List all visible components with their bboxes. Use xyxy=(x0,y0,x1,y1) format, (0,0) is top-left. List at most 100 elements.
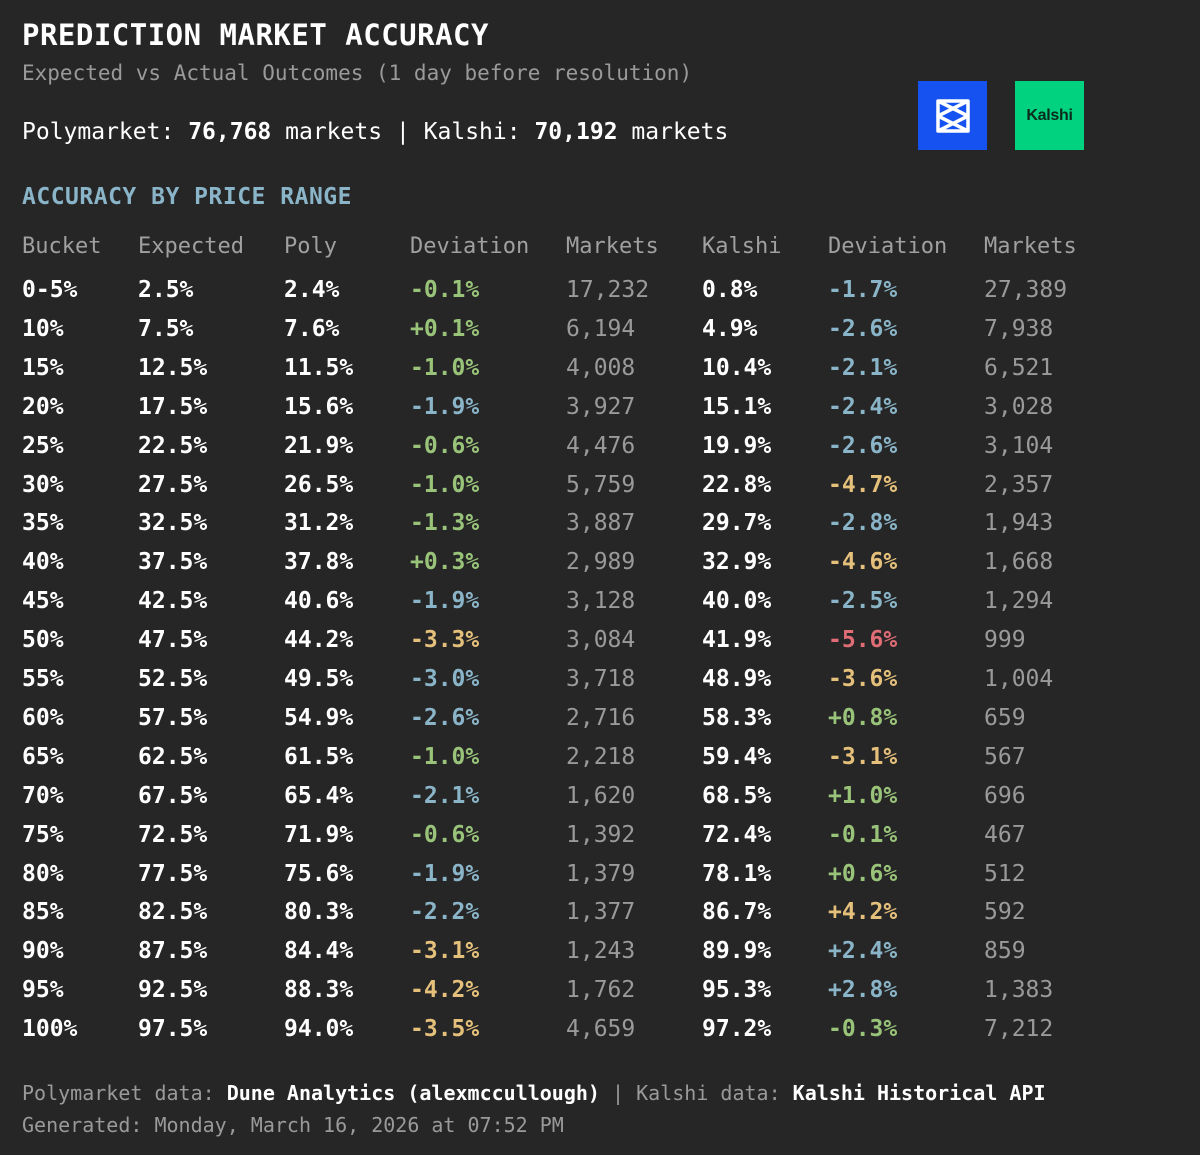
row-expected: 7.5% xyxy=(138,315,194,342)
row-kalshi: 59.4% xyxy=(702,743,772,770)
row-bucket: 60% xyxy=(22,704,64,731)
table-row: 85% 82.5% 80.3% -2.2% 1,377 86.7% +4.2% 592 xyxy=(0,897,1200,936)
row-poly-deviation: -1.9% xyxy=(410,860,480,887)
kalshi-source: Kalshi Historical API xyxy=(792,1081,1046,1105)
row-kalshi-markets: 859 xyxy=(984,938,1026,965)
poly-source-label: Polymarket data: xyxy=(22,1081,215,1105)
row-kalshi-deviation: -4.6% xyxy=(828,549,898,576)
row-expected: 92.5% xyxy=(138,977,208,1004)
row-kalshi: 72.4% xyxy=(702,821,772,848)
row-expected: 27.5% xyxy=(138,471,208,498)
row-bucket: 90% xyxy=(22,938,64,965)
row-expected: 97.5% xyxy=(138,1016,208,1043)
row-expected: 17.5% xyxy=(138,393,208,420)
table-row: 60% 57.5% 54.9% -2.6% 2,716 58.3% +0.8% 659 xyxy=(0,703,1200,742)
table-row: 75% 72.5% 71.9% -0.6% 1,392 72.4% -0.1% 467 xyxy=(0,820,1200,859)
row-poly: 44.2% xyxy=(284,627,354,654)
col-kalshi-deviation: Deviation xyxy=(828,234,948,259)
table-row: 100% 97.5% 94.0% -3.5% 4,659 97.2% -0.3% 7,212 xyxy=(0,1014,1200,1053)
row-poly-markets: 4,476 xyxy=(566,432,636,459)
polymarket-logo-icon xyxy=(935,98,970,133)
row-kalshi-deviation: +2.4% xyxy=(828,938,898,965)
row-bucket: 45% xyxy=(22,588,64,615)
row-poly: 11.5% xyxy=(284,354,354,381)
row-poly-markets: 2,218 xyxy=(566,743,636,770)
row-bucket: 0-5% xyxy=(22,277,78,303)
row-kalshi: 22.8% xyxy=(702,471,772,498)
row-poly-deviation: -1.3% xyxy=(410,510,480,537)
row-kalshi-deviation: +2.8% xyxy=(828,977,898,1004)
table-row: 50% 47.5% 44.2% -3.3% 3,084 41.9% -5.6% 999 xyxy=(0,625,1200,664)
page-title: PREDICTION MARKET ACCURACY xyxy=(22,18,489,52)
row-kalshi: 89.9% xyxy=(702,938,772,965)
row-kalshi-deviation: -4.7% xyxy=(828,471,898,498)
row-poly-deviation: -1.0% xyxy=(410,354,480,381)
row-expected: 22.5% xyxy=(138,432,208,459)
row-poly-deviation: -4.2% xyxy=(410,977,480,1004)
table-row: 0-5% 2.5% 2.4% -0.1% 17,232 0.8% -1.7% 27,389 xyxy=(0,275,1200,314)
row-bucket: 40% xyxy=(22,549,64,576)
row-poly: 54.9% xyxy=(284,704,354,731)
row-poly: 7.6% xyxy=(284,315,340,342)
row-kalshi-deviation: -2.5% xyxy=(828,588,898,615)
row-poly: 21.9% xyxy=(284,432,354,459)
row-kalshi: 58.3% xyxy=(702,704,772,731)
row-kalshi-deviation: -5.6% xyxy=(828,627,898,654)
row-poly: 61.5% xyxy=(284,743,354,770)
row-poly: 37.8% xyxy=(284,549,354,576)
row-kalshi-deviation: -1.7% xyxy=(828,277,898,303)
col-bucket: Bucket xyxy=(22,234,102,259)
poly-source: Dune Analytics (alexmccullough) xyxy=(226,1081,600,1105)
row-poly-markets: 1,392 xyxy=(566,821,636,848)
table-row: 30% 27.5% 26.5% -1.0% 5,759 22.8% -4.7% 2,357 xyxy=(0,470,1200,509)
row-kalshi-deviation: -0.3% xyxy=(828,1016,898,1043)
table-row: 25% 22.5% 21.9% -0.6% 4,476 19.9% -2.6% 3,104 xyxy=(0,431,1200,470)
row-expected: 2.5% xyxy=(138,277,194,303)
row-kalshi-markets: 696 xyxy=(984,782,1026,809)
row-kalshi-deviation: -2.6% xyxy=(828,432,898,459)
col-kalshi: Kalshi xyxy=(702,234,782,259)
row-poly: 2.4% xyxy=(284,277,340,303)
row-bucket: 80% xyxy=(22,860,64,887)
row-bucket: 100% xyxy=(22,1016,78,1043)
row-bucket: 95% xyxy=(22,977,64,1004)
counts-separator: | xyxy=(395,119,410,145)
row-expected: 62.5% xyxy=(138,743,208,770)
row-poly-markets: 1,243 xyxy=(566,938,636,965)
row-expected: 52.5% xyxy=(138,666,208,692)
row-kalshi-deviation: -3.1% xyxy=(828,743,898,770)
row-expected: 32.5% xyxy=(138,510,208,537)
kalshi-count-label: Kalshi: xyxy=(423,119,521,145)
row-kalshi-deviation: -3.6% xyxy=(828,666,898,692)
row-poly-markets: 3,084 xyxy=(566,627,636,654)
row-poly-markets: 2,989 xyxy=(566,549,636,576)
row-kalshi-markets: 567 xyxy=(984,743,1026,770)
table-row: 80% 77.5% 75.6% -1.9% 1,379 78.1% +0.6% 512 xyxy=(0,859,1200,898)
row-kalshi: 15.1% xyxy=(702,393,772,420)
row-poly-deviation: -2.1% xyxy=(410,782,480,809)
row-kalshi-markets: 7,938 xyxy=(984,315,1054,342)
row-poly-markets: 4,659 xyxy=(566,1016,636,1043)
table-row: 10% 7.5% 7.6% +0.1% 6,194 4.9% -2.6% 7,938 xyxy=(0,314,1200,353)
row-kalshi: 41.9% xyxy=(702,627,772,654)
row-poly-markets: 3,887 xyxy=(566,510,636,537)
row-expected: 77.5% xyxy=(138,860,208,887)
row-kalshi-markets: 3,028 xyxy=(984,393,1054,420)
row-poly-markets: 1,379 xyxy=(566,860,636,887)
row-kalshi-markets: 467 xyxy=(984,821,1026,848)
row-poly-markets: 1,762 xyxy=(566,977,636,1004)
section-title: ACCURACY BY PRICE RANGE xyxy=(22,184,352,210)
polymarket-logo xyxy=(918,81,987,150)
row-kalshi-markets: 27,389 xyxy=(984,277,1068,303)
row-bucket: 15% xyxy=(22,354,64,381)
row-poly: 75.6% xyxy=(284,860,354,887)
row-bucket: 25% xyxy=(22,432,64,459)
row-kalshi-deviation: -2.8% xyxy=(828,510,898,537)
row-expected: 47.5% xyxy=(138,627,208,654)
row-expected: 57.5% xyxy=(138,704,208,731)
row-bucket: 50% xyxy=(22,627,64,654)
row-kalshi-markets: 1,383 xyxy=(984,977,1054,1004)
row-poly-deviation: -2.6% xyxy=(410,704,480,731)
row-expected: 87.5% xyxy=(138,938,208,965)
row-poly-deviation: -3.1% xyxy=(410,938,480,965)
